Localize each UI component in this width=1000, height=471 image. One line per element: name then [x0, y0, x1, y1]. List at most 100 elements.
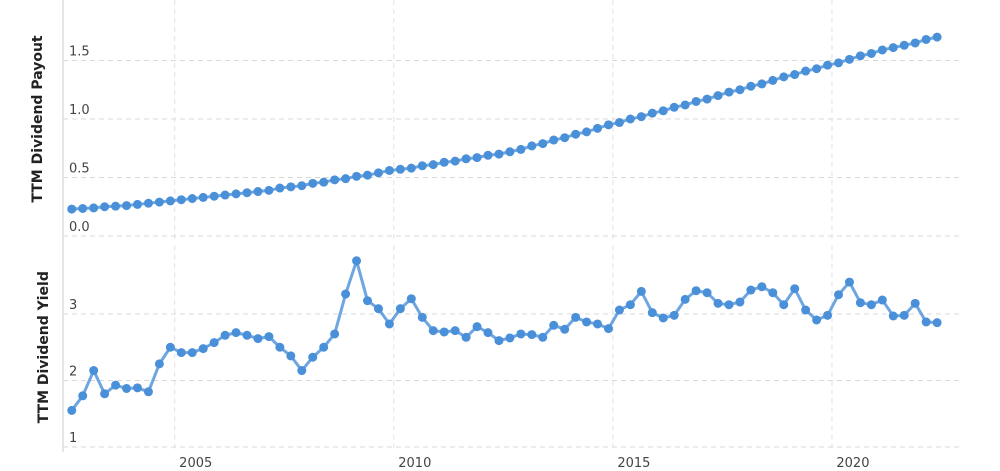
data-point: [877, 295, 887, 305]
data-point: [834, 290, 844, 300]
x-tick-label: 2020: [836, 456, 869, 471]
data-point: [220, 330, 230, 340]
data-point: [724, 87, 734, 97]
data-point: [286, 351, 296, 361]
data-point: [614, 305, 624, 315]
data-point: [428, 160, 438, 170]
data-point: [691, 96, 701, 106]
plot-area: [67, 256, 942, 415]
data-point: [910, 298, 920, 308]
data-point: [538, 139, 548, 149]
data-point: [877, 45, 887, 55]
y-tick-label: 1.0: [69, 103, 90, 118]
data-point: [669, 102, 679, 112]
data-point: [319, 342, 329, 352]
data-point: [231, 328, 241, 338]
data-point: [220, 190, 230, 200]
data-point: [341, 174, 351, 184]
data-point: [812, 315, 822, 325]
data-point: [187, 348, 197, 358]
data-point: [866, 48, 876, 58]
data-point: [593, 319, 603, 329]
data-point: [812, 64, 822, 74]
data-point: [855, 51, 865, 61]
data-point: [165, 196, 175, 206]
y-tick-label: 3: [69, 298, 77, 313]
x-tick-label: 2005: [179, 456, 212, 471]
data-point: [253, 187, 263, 197]
data-point: [439, 327, 449, 337]
data-point: [143, 198, 153, 208]
data-point: [527, 330, 537, 340]
data-point: [417, 161, 427, 171]
data-point: [395, 304, 405, 314]
data-point: [78, 204, 88, 214]
data-point: [713, 298, 723, 308]
y-tick-label: 1: [69, 431, 77, 446]
data-point: [746, 285, 756, 295]
data-point: [855, 298, 865, 308]
data-point: [352, 256, 362, 266]
data-point: [297, 366, 307, 376]
data-point: [417, 312, 427, 322]
data-point: [779, 300, 789, 310]
data-point: [746, 81, 756, 91]
data-point: [461, 154, 471, 164]
data-point: [122, 383, 132, 393]
data-point: [790, 284, 800, 294]
data-point: [636, 286, 646, 296]
data-point: [154, 359, 164, 369]
data-point: [319, 177, 329, 187]
data-point: [198, 344, 208, 354]
data-point: [779, 72, 789, 82]
data-point: [67, 405, 77, 415]
data-point: [242, 188, 252, 198]
data-point: [680, 100, 690, 110]
data-point: [932, 318, 942, 328]
data-point: [308, 178, 318, 188]
data-point: [253, 334, 263, 344]
data-point: [921, 317, 931, 327]
data-point: [768, 288, 778, 298]
y-axis-title: TTM Dividend Payout: [30, 35, 46, 203]
data-point: [176, 348, 186, 358]
data-point: [560, 324, 570, 334]
data-point: [373, 304, 383, 314]
data-point: [603, 120, 613, 130]
data-point: [790, 70, 800, 80]
data-point: [724, 300, 734, 310]
data-point: [275, 342, 285, 352]
data-point: [352, 171, 362, 181]
data-point: [549, 135, 559, 145]
data-point: [899, 310, 909, 320]
data-point: [494, 149, 504, 159]
data-point: [450, 156, 460, 166]
data-point: [571, 312, 581, 322]
x-tick-label: 2010: [398, 456, 431, 471]
data-point: [866, 300, 876, 310]
y-axis-title: TTM Dividend Yield: [36, 271, 52, 423]
data-point: [406, 294, 416, 304]
data-point: [428, 326, 438, 336]
data-point: [384, 165, 394, 175]
data-point: [713, 91, 723, 101]
data-point: [921, 34, 931, 44]
data-point: [680, 294, 690, 304]
data-point: [231, 189, 241, 199]
data-point: [209, 191, 219, 201]
data-point: [834, 58, 844, 68]
data-point: [888, 311, 898, 321]
data-line: [71, 35, 938, 211]
data-point: [932, 32, 942, 42]
data-point: [363, 296, 373, 306]
data-point: [461, 332, 471, 342]
data-point: [111, 380, 121, 390]
data-point: [450, 326, 460, 336]
data-point: [505, 147, 515, 157]
data-point: [801, 66, 811, 76]
data-point: [636, 112, 646, 122]
data-point: [801, 305, 811, 315]
data-point: [242, 330, 252, 340]
data-point: [757, 282, 767, 292]
data-point: [625, 114, 635, 124]
